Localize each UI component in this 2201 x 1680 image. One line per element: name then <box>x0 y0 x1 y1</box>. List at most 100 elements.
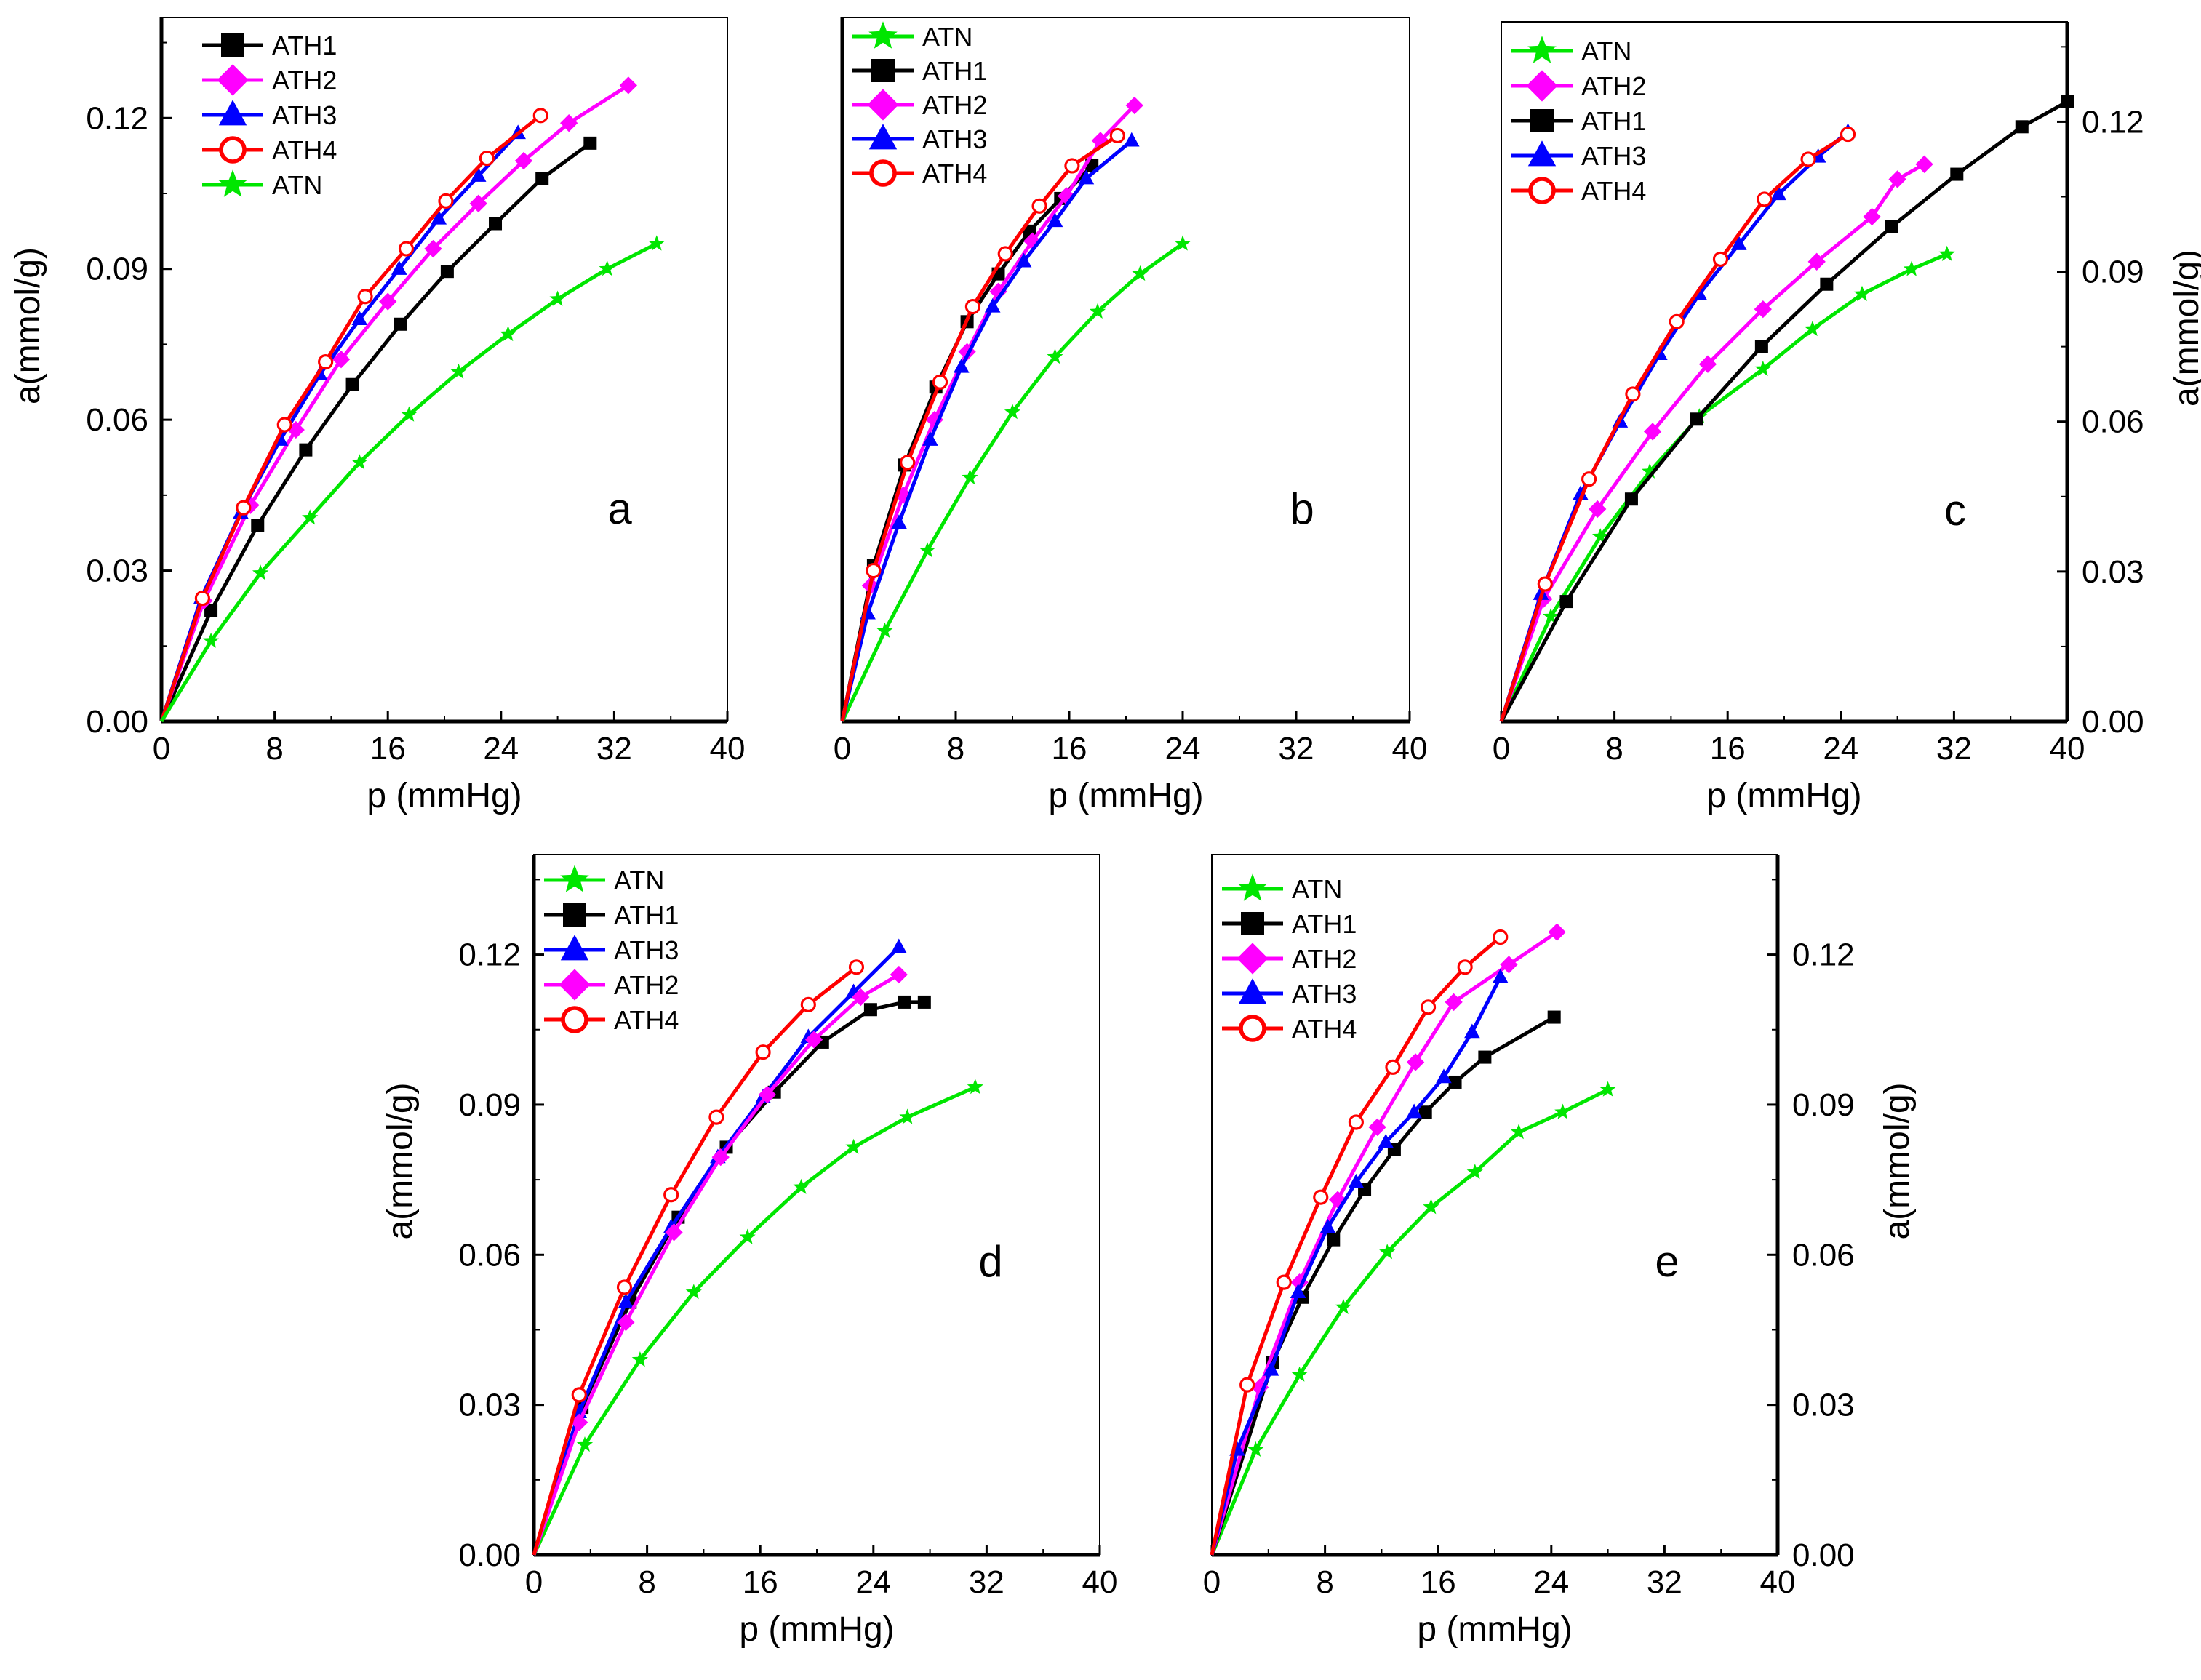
data-point <box>1089 303 1106 319</box>
data-point <box>1730 236 1747 250</box>
data-point <box>1421 999 1437 1015</box>
data-point <box>984 297 1001 313</box>
y-axis-title: a(mmol/g) <box>381 1082 420 1239</box>
data-point <box>894 486 912 505</box>
legend-marker <box>1526 70 1558 102</box>
legend-entry: ATH2 <box>544 969 679 1001</box>
data-point <box>379 292 397 311</box>
data-point <box>1770 185 1787 201</box>
data-point <box>1031 198 1047 214</box>
series-ATH4 <box>1499 127 1856 722</box>
data-point <box>1625 386 1641 402</box>
legend-entry: ATH2 <box>202 64 337 96</box>
x-tick-label: 8 <box>265 731 283 767</box>
legend-marker <box>218 169 247 197</box>
x-tick-label: 32 <box>1279 731 1314 767</box>
data-point <box>665 1223 683 1241</box>
data-point <box>438 193 454 209</box>
data-point <box>852 988 870 1007</box>
data-point <box>900 455 916 471</box>
legend-marker <box>1527 36 1557 63</box>
data-point <box>1690 412 1703 426</box>
data-point <box>345 377 359 391</box>
legend-entry: ATH1 <box>1222 909 1357 939</box>
legend-label: ATH3 <box>1581 141 1646 171</box>
x-tick-label: 8 <box>1316 1564 1333 1600</box>
y-tick-label: 0.03 <box>2082 554 2144 590</box>
y-tick-label: 0.09 <box>458 1087 521 1123</box>
legend-label: ATH2 <box>614 970 679 1000</box>
data-point <box>401 406 418 422</box>
legend-entry: ATN <box>1222 873 1342 904</box>
legend-marker <box>1237 943 1269 975</box>
data-point <box>1290 1273 1309 1292</box>
series-ATH3 <box>840 132 1140 722</box>
legend-entry: ATH3 <box>1222 978 1357 1009</box>
legend-entry: ATH2 <box>852 89 987 121</box>
data-point <box>1807 252 1826 271</box>
data-point <box>479 151 495 167</box>
x-tick-label: 16 <box>370 731 406 767</box>
data-point <box>571 1387 587 1403</box>
data-point <box>470 167 487 182</box>
panel-letter: d <box>978 1237 1002 1286</box>
data-point <box>890 965 908 984</box>
data-point <box>617 1313 635 1332</box>
data-point <box>685 1284 702 1300</box>
data-point <box>514 151 533 170</box>
legend-entry: ATH4 <box>1511 176 1646 206</box>
y-tick-label: 0.03 <box>458 1388 521 1423</box>
legend-entry: ATH4 <box>202 135 337 165</box>
data-point <box>891 514 907 529</box>
data-point <box>1290 1284 1306 1298</box>
legend-label: ATH3 <box>614 935 679 965</box>
series-ATN <box>1499 245 1955 723</box>
legend-entry: ATH3 <box>202 100 337 130</box>
data-point <box>1548 923 1566 941</box>
data-point <box>1754 340 1768 353</box>
data-point <box>1938 245 1955 261</box>
legend-entry: ATH3 <box>1511 140 1646 171</box>
data-point <box>357 289 373 305</box>
series-line <box>1499 162 1925 722</box>
data-point <box>1589 500 1607 519</box>
data-point <box>1853 285 1871 301</box>
x-tick-label: 0 <box>153 731 170 767</box>
data-point <box>1078 169 1095 185</box>
legend-marker <box>560 935 589 961</box>
x-tick-label: 24 <box>1165 731 1201 767</box>
data-point <box>1466 1164 1483 1180</box>
data-point <box>917 995 931 1009</box>
legend-marker <box>868 21 898 49</box>
legend-entry: ATN <box>852 21 972 52</box>
legend-marker <box>560 865 589 892</box>
legend-marker <box>869 159 897 187</box>
data-point <box>708 1109 724 1125</box>
data-point <box>1091 132 1110 150</box>
series-ATH4 <box>532 959 865 1556</box>
x-tick-label: 16 <box>743 1564 778 1600</box>
data-point <box>1423 1199 1439 1215</box>
data-point <box>848 959 865 975</box>
x-tick-label: 8 <box>638 1564 655 1600</box>
data-point <box>1510 1124 1527 1140</box>
data-point <box>1047 348 1063 364</box>
data-point <box>1247 1441 1264 1457</box>
legend-entry: ATH4 <box>1222 1014 1357 1044</box>
legend-label: ATH2 <box>1581 71 1646 101</box>
data-point <box>599 260 615 276</box>
y-tick-label: 0.00 <box>458 1537 521 1573</box>
data-point <box>1457 959 1473 975</box>
x-tick-label: 40 <box>710 731 746 767</box>
panel-a: 0 8 16 24 32 40 p (mmHg) 0.00 0.03 0.06 0.09 0.12 a(… <box>9 17 745 815</box>
legend-marker <box>1239 1015 1266 1042</box>
panel-b: 0 8 16 24 32 40 p (mmHg) ATN ATH1 ATH2 ATH3 ATH4 b <box>834 17 1427 815</box>
data-point <box>1276 1274 1292 1290</box>
legend-marker <box>1238 873 1267 901</box>
legend-label: ATH2 <box>922 90 987 120</box>
x-tick-label: 8 <box>1605 731 1623 767</box>
data-point <box>1313 1189 1329 1205</box>
x-tick-label: 24 <box>1823 731 1858 767</box>
data-point <box>1385 1059 1401 1075</box>
data-point <box>1492 968 1509 983</box>
